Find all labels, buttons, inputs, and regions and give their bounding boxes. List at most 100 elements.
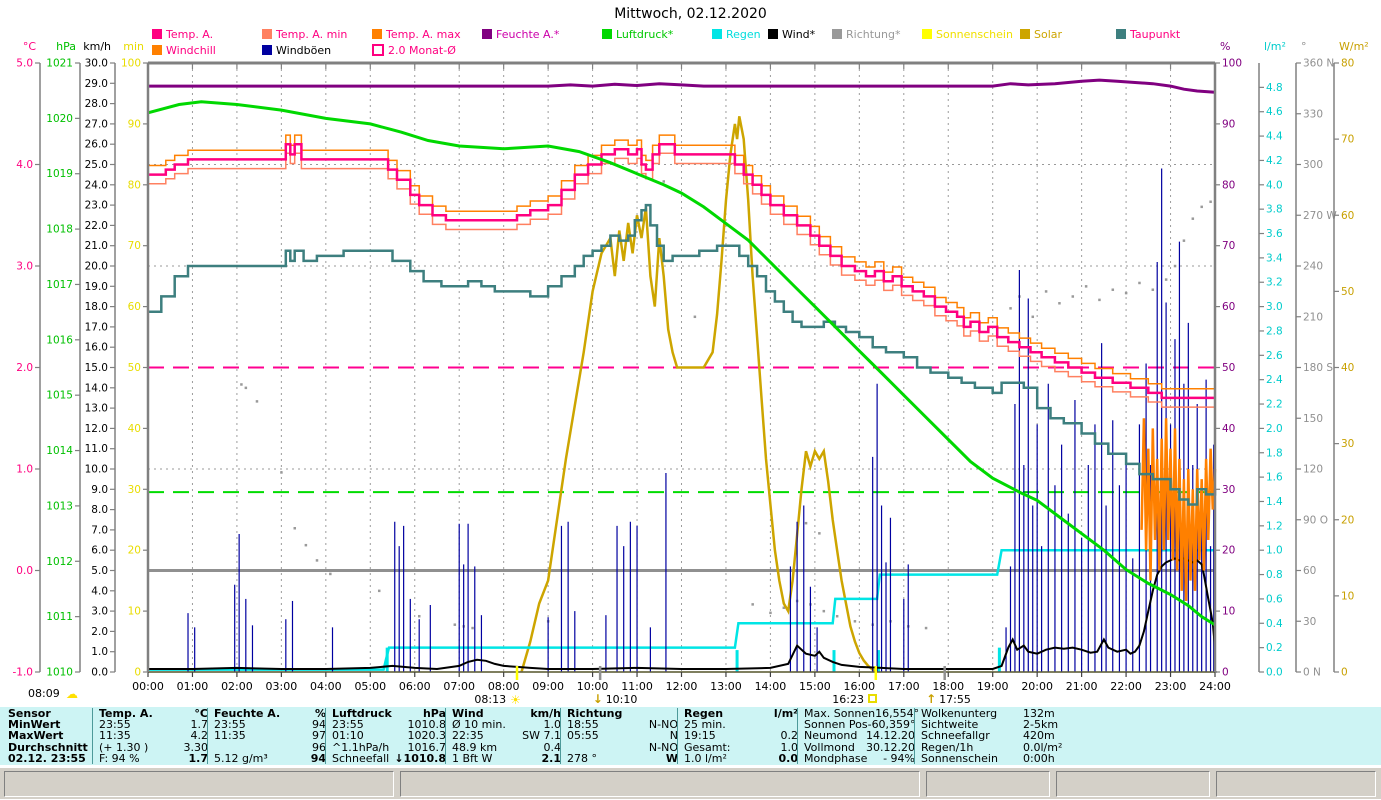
axis-deg: ° 360 N 330 300 270 W 240 210 180 S 150 120 90 O 60… [1295,40,1337,679]
svg-text:6.0: 6.0 [91,545,108,557]
table-cell: Sonnenschein [921,751,998,765]
svg-text:30: 30 [1341,438,1354,450]
svg-text:12:00: 12:00 [666,680,698,693]
table-col-astro: Max. Sonnen 16,554° Sonnen Pos -60,359° Neum… [797,708,919,764]
svg-text:8.0: 8.0 [91,504,108,516]
svg-text:14.0: 14.0 [85,382,108,394]
svg-text:7.0: 7.0 [91,524,108,536]
table-cell: hPa [422,707,446,720]
svg-text:70: 70 [1341,134,1354,146]
table-cell: N-NO [648,740,678,754]
table-cell: Feuchte A. [214,707,281,720]
table-cell: Schneefall [332,751,390,765]
svg-text:30: 30 [128,484,141,496]
legend-label-sonnenschein: Sonnenschein [936,27,1013,41]
legend-swatch-sonnenschein [922,29,932,39]
svg-text:1.0: 1.0 [1266,545,1283,557]
table-col-feuchte-a-: Feuchte A.% 23:55 94 11:35 97 96 5.12 g/m³ 94 [207,708,330,764]
marker-moonrise: 17:55↑ [926,692,971,706]
marker-sunset: 16:23 [832,693,878,706]
svg-text:80: 80 [1341,58,1354,70]
svg-text:360 N: 360 N [1303,58,1334,70]
axis-degC: °C 5.0 4.0 3.0 2.0 1.0 0.0 -1.0 [13,40,41,679]
svg-text:1.0: 1.0 [16,464,33,476]
x-tick-labels: 00:00 01:00 02:00 03:00 04:00 05:00 06:00 07:00… [132,680,1231,693]
legend-label-solar: Solar [1034,27,1063,41]
legend-swatch-richtung [832,29,842,39]
svg-text:19.0: 19.0 [85,281,108,293]
table-cell: 25 min. [684,718,726,732]
svg-text:40: 40 [1341,362,1354,374]
table-cell: 96 [312,740,326,754]
svg-text:0: 0 [1341,667,1348,679]
svg-text:0.0: 0.0 [1266,667,1283,679]
legend-item-richtung: Richtung* [832,28,900,41]
svg-text:1015: 1015 [46,390,73,402]
table-cell: Gesamt: [684,740,731,754]
svg-text:1.8: 1.8 [1266,447,1283,459]
table-cell: 420m [1023,729,1055,743]
table-cell: MinWert [8,718,61,732]
svg-text:10: 10 [1341,590,1354,602]
svg-text:2.0: 2.0 [1266,423,1283,435]
svg-text:04:00: 04:00 [310,680,342,693]
table-cell: 94 [312,718,326,732]
axis-wm2: W/m² 80 70 60 50 40 30 20 10 0 [1333,40,1369,679]
svg-text:80: 80 [128,179,141,191]
table-cell: 05:55 [567,729,599,743]
legend-label-temp-a-max: Temp. A. max [386,27,461,41]
svg-text:120: 120 [1303,464,1323,476]
table-cell: l/m² [773,707,798,720]
legend-swatch-solar [1020,29,1030,39]
legend-swatch-monatsmittel [372,44,384,56]
sun-icon: ☀ [510,693,521,707]
legend-label-feuchte-a: Feuchte A.* [496,27,560,41]
table-cell: 18:55 [567,718,599,732]
statusbar-panel-4 [1056,771,1210,797]
svg-text:90: 90 [128,118,141,130]
table-cell: 0.0l/m² [1023,740,1063,754]
table-cell: Durchschnitt [8,740,88,754]
table-cell: 30.12.20 [866,740,915,754]
table-cell: Mondphase [804,751,868,765]
table-cell: 23:55 [332,718,364,732]
svg-text:22:00: 22:00 [1110,680,1142,693]
table-cell: Ø 10 min. [452,718,506,732]
legend-label-taupunkt: Taupunkt [1130,27,1181,41]
legend-item-temp-a-min: Temp. A. min [262,28,347,41]
table-cell: 16,554° [875,707,920,720]
table-cell: km/h [530,707,561,720]
svg-text:3.0: 3.0 [16,261,33,273]
table-col-wind: Wind km/h Ø 10 min. 1.0 22:35 SW 7.1 48.9 km 0.… [445,708,565,764]
svg-text:5.0: 5.0 [91,565,108,577]
table-cell: F: 94 % [99,751,140,765]
cloud-icon: ☁ [66,687,78,701]
legend-swatch-temp-a [152,29,162,39]
svg-text:90: 90 [1222,118,1235,130]
table-cell: Regen [684,707,724,720]
table-cell: 94 [310,751,326,765]
table-cell: 02.12. 23:55 [8,751,86,765]
table-cell: 5.12 g/m³ [214,751,268,765]
svg-text:1014: 1014 [46,445,73,457]
svg-text:4.8: 4.8 [1266,82,1283,94]
svg-text:70: 70 [128,240,141,252]
legend-swatch-windboeen [262,45,272,55]
svg-text:13.0: 13.0 [85,403,108,415]
svg-text:13:00: 13:00 [710,680,742,693]
svg-text:80: 80 [1222,179,1235,191]
svg-text:0.6: 0.6 [1266,593,1283,605]
axis-unit-deg: ° [1301,40,1307,53]
table-cell: 1010.8 [407,718,447,732]
svg-text:11:00: 11:00 [621,680,653,693]
svg-text:20:00: 20:00 [1021,680,1053,693]
table-cell: 0:00h [1023,751,1055,765]
legend-swatch-luftdruck [602,29,612,39]
series-windb-en [187,168,1215,672]
svg-text:0.0: 0.0 [91,667,108,679]
legend-item-solar: Solar [1020,27,1063,41]
svg-text:4.4: 4.4 [1266,131,1283,143]
table-cell: 0.2 [780,729,799,743]
table-cell: 0.0 [778,751,799,765]
